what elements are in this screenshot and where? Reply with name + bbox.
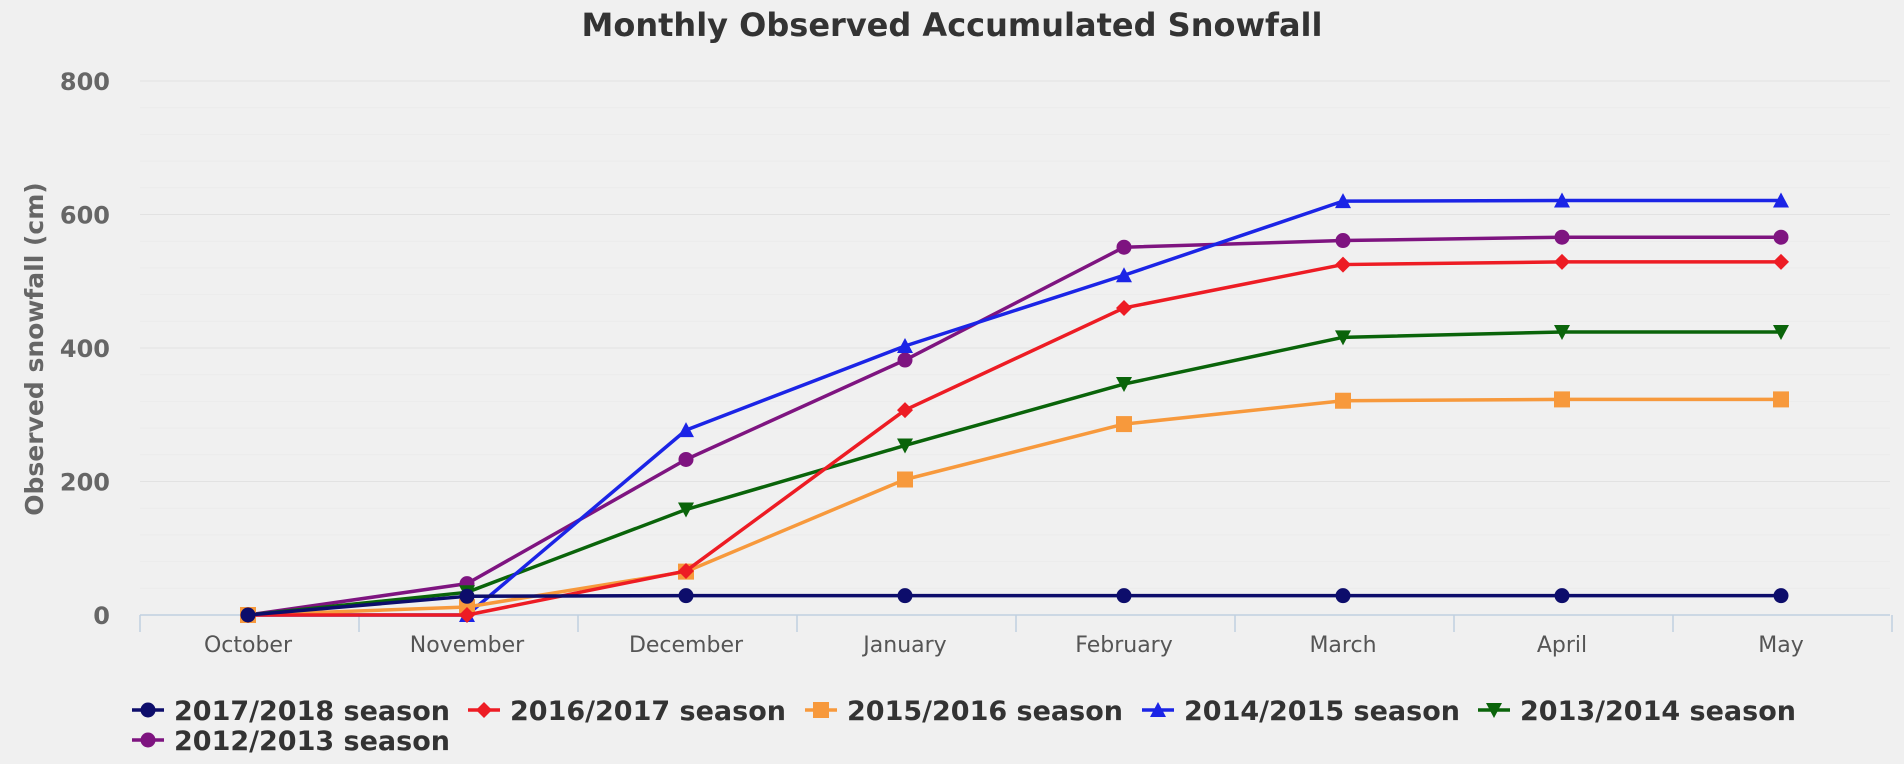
data-point[interactable] xyxy=(897,438,913,454)
x-tick-label: October xyxy=(204,633,293,658)
data-point[interactable] xyxy=(1773,253,1789,270)
legend-item[interactable]: 2016/2017 season xyxy=(468,696,786,727)
x-tick-label: May xyxy=(1758,633,1803,658)
data-point[interactable] xyxy=(1773,229,1789,245)
data-point[interactable] xyxy=(1116,267,1132,283)
data-point[interactable] xyxy=(1554,324,1570,340)
data-point[interactable] xyxy=(240,607,256,623)
legend: 2017/2018 season 2016/2017 season 2015/201… xyxy=(132,696,1796,757)
legend-marker[interactable] xyxy=(476,702,492,718)
legend-label: 2013/2014 season xyxy=(1520,696,1796,727)
data-point[interactable] xyxy=(1773,588,1789,604)
y-tick-label: 400 xyxy=(60,335,110,363)
data-point[interactable] xyxy=(1554,229,1570,245)
data-point[interactable] xyxy=(897,588,913,604)
series-4 xyxy=(240,324,1789,623)
data-point[interactable] xyxy=(1335,233,1351,249)
data-point[interactable] xyxy=(1116,299,1132,316)
data-point[interactable] xyxy=(1116,416,1132,433)
data-point[interactable] xyxy=(897,337,913,353)
legend-label: 2014/2015 season xyxy=(1184,696,1460,727)
y-tick-label: 800 xyxy=(60,68,110,96)
legend-marker[interactable] xyxy=(1150,702,1166,717)
data-point[interactable] xyxy=(1554,253,1570,270)
y-tick-label: 0 xyxy=(93,602,110,630)
data-point[interactable] xyxy=(1335,588,1351,604)
y-axis-title: Observed snowfall (cm) xyxy=(20,182,49,515)
data-point[interactable] xyxy=(1335,392,1351,409)
legend-label: 2017/2018 season xyxy=(174,696,450,727)
data-point[interactable] xyxy=(678,502,694,518)
x-tick-label: December xyxy=(629,633,744,658)
legend-marker[interactable] xyxy=(140,732,156,748)
series-line[interactable] xyxy=(246,235,1783,617)
x-tick-label: March xyxy=(1309,633,1376,658)
data-point[interactable] xyxy=(1773,391,1789,408)
data-point[interactable] xyxy=(897,402,913,419)
legend-item[interactable]: 2015/2016 season xyxy=(805,696,1123,727)
x-tick-label: January xyxy=(861,633,946,658)
data-point[interactable] xyxy=(678,588,694,604)
legend-item[interactable]: 2013/2014 season xyxy=(1478,696,1796,727)
x-tick-label: April xyxy=(1537,633,1587,658)
series-line[interactable] xyxy=(246,593,1783,617)
grid-lines xyxy=(140,80,1890,589)
data-point[interactable] xyxy=(1116,239,1132,255)
data-point[interactable] xyxy=(459,598,475,615)
legend-marker[interactable] xyxy=(813,702,829,718)
legend-label: 2012/2013 season xyxy=(174,726,450,757)
data-point[interactable] xyxy=(1554,192,1570,208)
series-line[interactable] xyxy=(246,198,1783,617)
series-5 xyxy=(240,229,1789,623)
legend-marker[interactable] xyxy=(140,702,156,718)
data-point[interactable] xyxy=(1116,588,1132,604)
y-tick-label: 200 xyxy=(60,469,110,497)
data-point[interactable] xyxy=(1554,391,1570,408)
data-point[interactable] xyxy=(1335,330,1351,346)
data-point[interactable] xyxy=(1554,588,1570,604)
x-tick-label: November xyxy=(410,633,525,658)
legend-item[interactable]: 2014/2015 season xyxy=(1142,696,1460,727)
legend-item[interactable]: 2017/2018 season xyxy=(132,696,450,727)
chart-title: Monthly Observed Accumulated Snowfall xyxy=(582,6,1323,44)
data-point[interactable] xyxy=(678,422,694,438)
data-point[interactable] xyxy=(1335,193,1351,209)
series-line[interactable] xyxy=(246,260,1783,617)
data-point[interactable] xyxy=(459,607,475,623)
data-point[interactable] xyxy=(678,562,694,579)
legend-marker[interactable] xyxy=(1486,703,1502,718)
x-axis xyxy=(139,614,1893,632)
data-point[interactable] xyxy=(1116,377,1132,393)
data-point[interactable] xyxy=(1335,256,1351,273)
data-point[interactable] xyxy=(459,588,475,604)
y-tick-label: 600 xyxy=(60,202,110,230)
series-0 xyxy=(240,588,1789,623)
data-point[interactable] xyxy=(897,352,913,368)
data-point[interactable] xyxy=(678,451,694,467)
y-axis-ticks: 0 200 400 600 800 xyxy=(60,68,110,630)
series-line[interactable] xyxy=(246,330,1783,617)
legend-label: 2015/2016 season xyxy=(847,696,1123,727)
x-axis-ticks: October November December January February Ma… xyxy=(204,633,1804,658)
series-line[interactable] xyxy=(246,397,1783,617)
legend-item[interactable]: 2012/2013 season xyxy=(132,726,450,757)
data-point[interactable] xyxy=(1773,324,1789,340)
series-lines xyxy=(240,192,1789,623)
x-tick-label: February xyxy=(1075,633,1173,658)
data-point[interactable] xyxy=(897,471,913,488)
legend-label: 2016/2017 season xyxy=(510,696,786,727)
data-point[interactable] xyxy=(1773,192,1789,208)
